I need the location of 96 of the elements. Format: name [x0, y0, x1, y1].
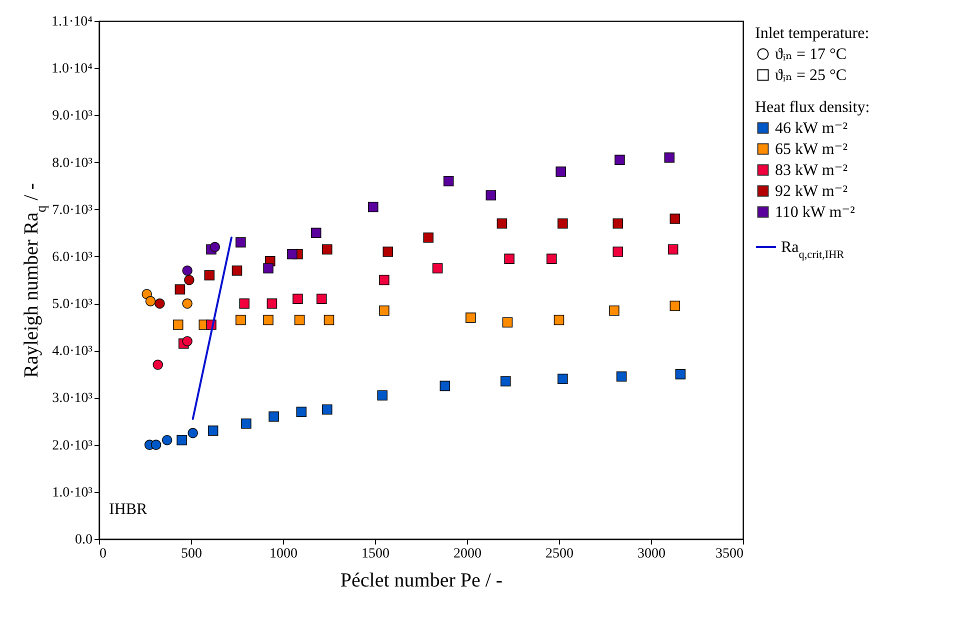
point [182, 298, 192, 309]
point [612, 218, 624, 229]
x-tick-label: 2000 [454, 546, 482, 562]
point [668, 244, 678, 255]
text: Inlet temperature: [755, 25, 870, 42]
point [368, 202, 378, 212]
point [204, 270, 215, 280]
point [440, 380, 450, 392]
annotation: IHBR [109, 501, 148, 518]
y-tick-label: 6.0·10³ [52, 250, 92, 265]
point [310, 228, 322, 238]
point [236, 314, 246, 326]
point [182, 265, 192, 276]
point [377, 390, 388, 401]
point [154, 298, 165, 309]
point [176, 434, 187, 446]
point [316, 294, 327, 304]
y-tick-label: 9.0·10³ [52, 108, 92, 124]
y-tick-label: 7.0·10³ [52, 202, 92, 218]
text: ϑᵢₙ = 25 °C [775, 67, 847, 84]
point [502, 317, 513, 328]
point [268, 411, 279, 422]
point [382, 246, 394, 257]
point [432, 263, 443, 274]
point [184, 274, 194, 286]
point [150, 440, 162, 450]
x-axis-title: Péclet number Pe / - [340, 570, 503, 592]
point [241, 418, 252, 429]
point [324, 314, 334, 326]
point [287, 248, 298, 260]
point [182, 336, 192, 346]
point [556, 166, 566, 177]
point [172, 320, 184, 330]
point [546, 254, 557, 264]
point [466, 312, 476, 323]
point [554, 314, 564, 326]
legend-label: Ra$_{q,crit,IHR}$ [781, 239, 845, 261]
point [675, 369, 686, 380]
text: ϑᵢₙ = 17 °C [775, 46, 847, 63]
point [322, 404, 332, 415]
x-tick-label: 0 [100, 546, 106, 562]
point [664, 152, 675, 163]
point [609, 305, 620, 316]
point [188, 428, 198, 438]
x-tick-label: 2500 [546, 546, 574, 562]
x-tick-label: 500 [181, 546, 202, 562]
point [322, 244, 332, 255]
point [423, 232, 434, 243]
point [174, 284, 186, 295]
y-tick-label: 1.0·10⁴ [51, 62, 93, 77]
point [500, 376, 511, 386]
legend-label: 65 kW m⁻² [775, 141, 848, 158]
legend-label: 83 kW m⁻² [775, 162, 848, 179]
point [152, 360, 164, 370]
point [263, 314, 274, 326]
y-tick-label: 0.0 [75, 532, 92, 548]
y-tick-label: 1.0·10³ [52, 485, 92, 500]
point [236, 237, 246, 248]
point [210, 242, 220, 252]
point [558, 218, 568, 229]
x-tick-label: 1000 [270, 546, 298, 562]
point [292, 294, 303, 304]
point [612, 246, 624, 257]
point [670, 214, 680, 224]
point [296, 406, 307, 417]
point [614, 154, 625, 166]
legend-label: 46 kW m⁻² [775, 120, 848, 137]
legend-label: 110 kW m⁻² [775, 204, 856, 221]
x-tick-label: 3500 [716, 546, 744, 562]
point [558, 374, 568, 384]
point [145, 296, 156, 306]
legend-title: Heat flux density: [755, 99, 870, 116]
point [443, 176, 454, 186]
y-tick-label: 3.0·10³ [52, 391, 92, 406]
point [232, 265, 242, 276]
x-tick-label: 3000 [638, 546, 666, 562]
y-tick-label: 2.0·10³ [52, 438, 92, 454]
point [294, 314, 305, 326]
point [162, 434, 172, 446]
point [239, 298, 250, 309]
point [670, 300, 680, 312]
point [208, 426, 218, 436]
x-tick-label: 1500 [362, 546, 390, 562]
point [496, 218, 508, 229]
y-tick-label: 5.0·10³ [52, 297, 92, 312]
point [266, 298, 278, 309]
y-tick-label: 1.1·10⁴ [51, 14, 93, 30]
point [486, 190, 496, 200]
point [616, 371, 627, 382]
y-tick-label: 8.0·10³ [52, 156, 92, 171]
legend-label: 92 kW m⁻² [775, 183, 848, 200]
point [379, 274, 390, 286]
point [263, 263, 274, 274]
y-tick-label: 4.0·10³ [52, 344, 92, 360]
point [504, 254, 514, 264]
point [379, 305, 390, 316]
